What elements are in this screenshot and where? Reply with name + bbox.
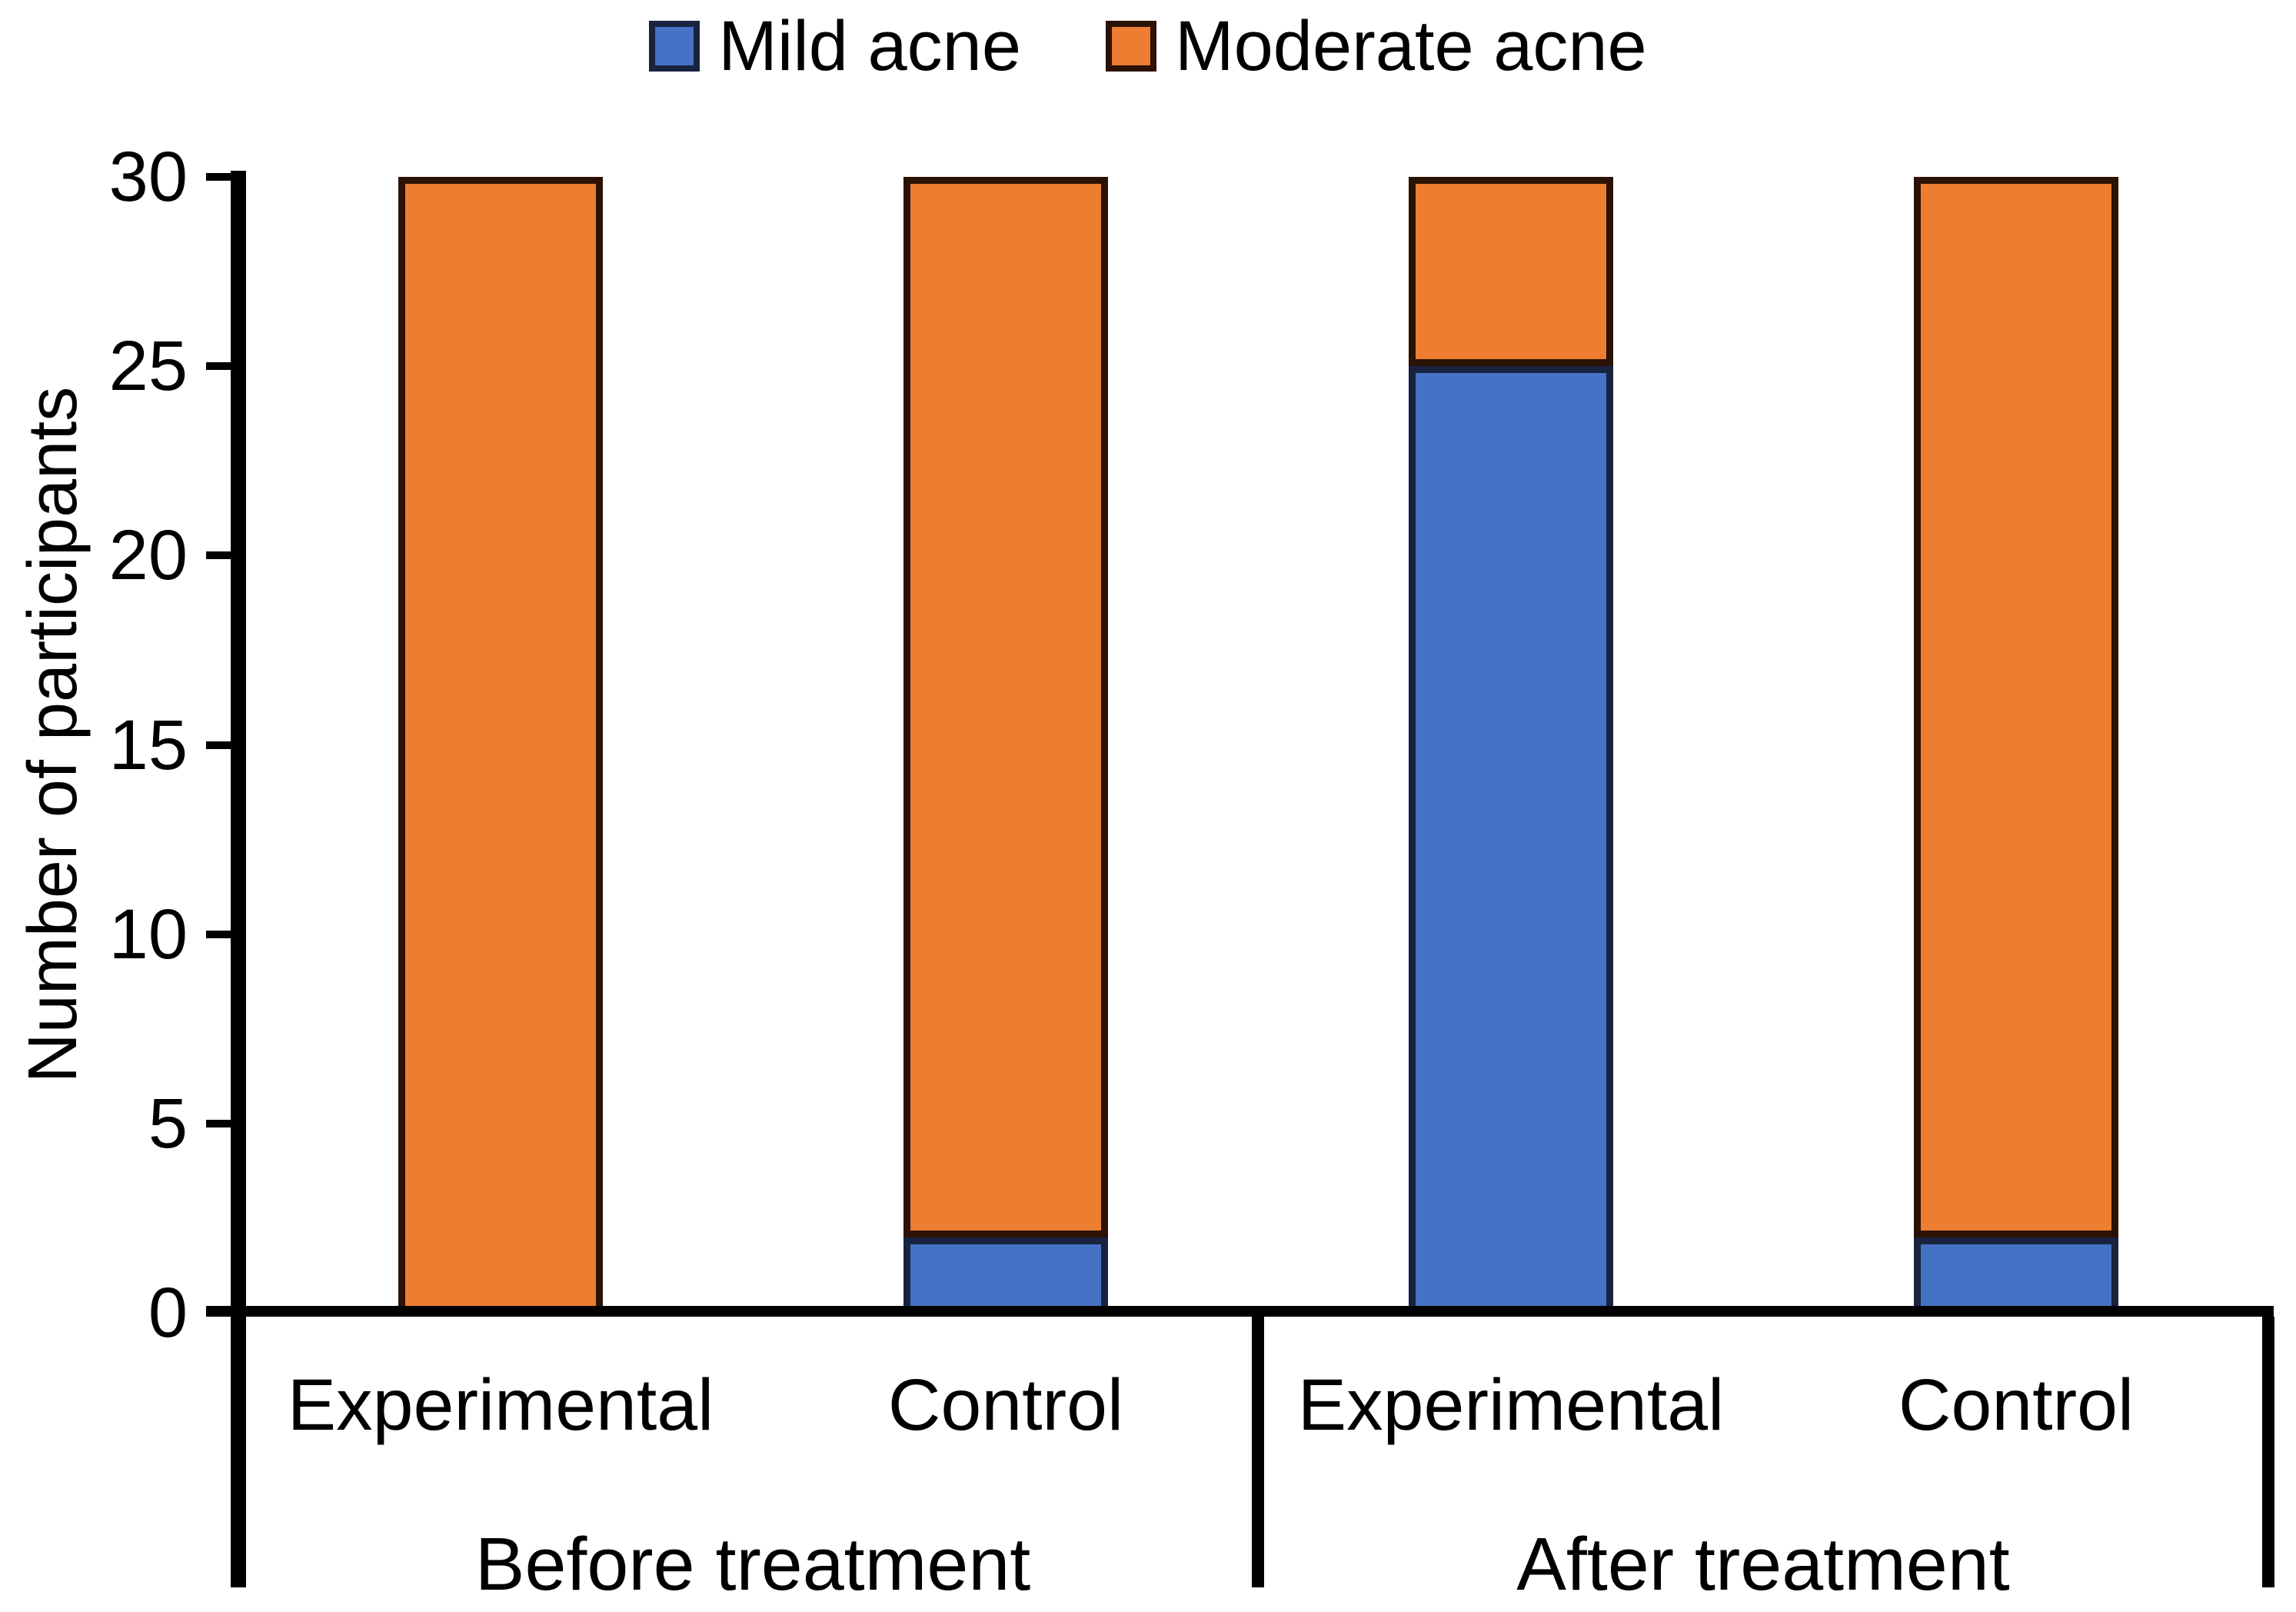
chart-legend: Mild acne Moderate acne	[0, 11, 2296, 82]
y-tick-label: 25	[108, 327, 188, 405]
legend-swatch-moderate-acne	[1106, 21, 1156, 72]
y-tick	[206, 551, 246, 559]
legend-swatch-mild-acne	[649, 21, 700, 72]
y-axis-line	[231, 171, 246, 1587]
y-tick-label: 15	[108, 706, 188, 784]
legend-item-mild-acne: Mild acne	[649, 11, 1021, 82]
y-tick-label: 20	[108, 516, 188, 595]
bar-segment-mild-acne-2	[1409, 366, 1613, 1313]
y-tick	[206, 362, 246, 370]
bar-segment-moderate-acne-3	[1914, 177, 2118, 1237]
y-tick	[206, 931, 246, 938]
bar-segment-moderate-acne-0	[398, 177, 603, 1313]
legend-label-mild-acne: Mild acne	[718, 7, 1021, 85]
bar-segment-moderate-acne-1	[903, 177, 1108, 1237]
category-label-3: Control	[1898, 1364, 2135, 1446]
category-label-0: Experimental	[287, 1364, 714, 1446]
bar-segment-moderate-acne-2	[1409, 177, 1613, 366]
y-tick-label: 30	[108, 138, 188, 216]
x-axis-line	[206, 1306, 2274, 1317]
bar-segment-mild-acne-1	[903, 1237, 1108, 1313]
y-tick-label: 5	[148, 1084, 188, 1163]
y-tick-label: 0	[148, 1274, 188, 1352]
y-tick	[206, 1120, 246, 1127]
group-separator	[1252, 1317, 1264, 1587]
category-label-1: Control	[887, 1364, 1124, 1446]
group-label-0: Before treatment	[474, 1522, 1031, 1606]
category-label-2: Experimental	[1297, 1364, 1725, 1446]
group-label-1: After treatment	[1516, 1522, 2010, 1606]
bar-segment-mild-acne-3	[1914, 1237, 2118, 1313]
y-tick	[206, 741, 246, 749]
y-tick-label: 10	[108, 895, 188, 974]
legend-label-moderate-acne: Moderate acne	[1175, 7, 1647, 85]
y-tick	[206, 173, 246, 181]
legend-item-moderate-acne: Moderate acne	[1106, 11, 1647, 82]
group-separator	[2262, 1317, 2274, 1587]
